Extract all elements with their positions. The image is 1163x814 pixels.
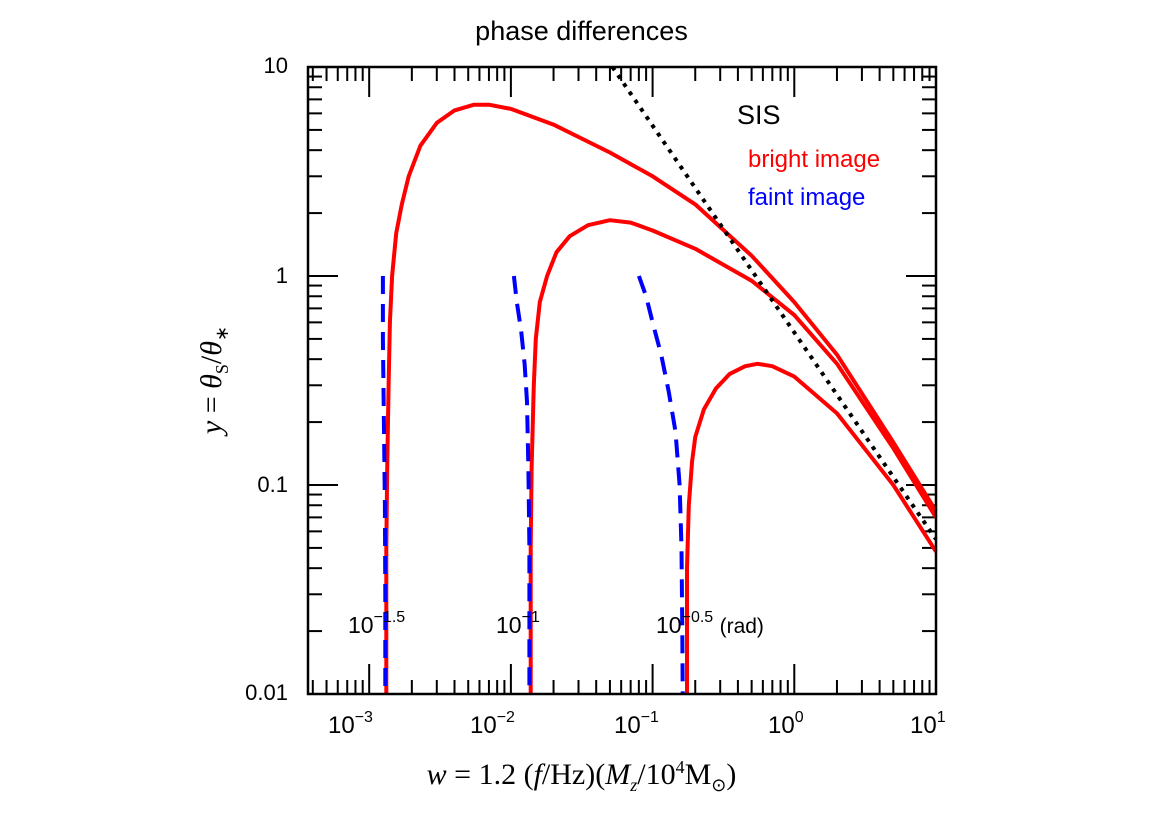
x-tick-label-1e0: 100 bbox=[768, 709, 804, 740]
series-line-2 bbox=[685, 361, 938, 694]
x-tick-label-1e-3: 10−3 bbox=[328, 709, 373, 740]
y-tick-label-0.1: 0.1 bbox=[257, 472, 288, 497]
chart-title: phase differences bbox=[475, 16, 688, 46]
series-line-5 bbox=[637, 275, 685, 695]
plot-frame bbox=[306, 65, 938, 696]
legend-item-faint: faint image bbox=[748, 184, 866, 211]
x-tick-label-1e-1: 10−1 bbox=[614, 709, 659, 740]
x-axis-title: w = 1.2 (f/Hz)(Mz/104M⊙) bbox=[426, 757, 737, 795]
series-line-4 bbox=[511, 275, 532, 694]
x-tick-label-1e-2: 10−2 bbox=[470, 709, 515, 740]
data-lines bbox=[380, 65, 938, 695]
series-line-0 bbox=[384, 102, 938, 694]
y-tick-label-1: 1 bbox=[275, 263, 288, 288]
legend-item-bright: bright image bbox=[748, 146, 881, 173]
series-line-6 bbox=[610, 65, 938, 541]
series-line-1 bbox=[528, 218, 938, 694]
y-tick-label-0.01: 0.01 bbox=[245, 680, 288, 705]
x-tick-label-1e1: 101 bbox=[910, 709, 946, 740]
annotation-phase-1: 10−1 bbox=[496, 609, 540, 638]
legend-header: SIS bbox=[737, 100, 781, 130]
y-axis-title: y = θS/θ∗ bbox=[195, 325, 232, 435]
y-tick-label-10: 10 bbox=[263, 53, 288, 78]
annotation-phase-1.5: 10−1.5 bbox=[348, 609, 406, 638]
annotation-phase-0.5: 10−0.5 (rad) bbox=[656, 609, 764, 638]
